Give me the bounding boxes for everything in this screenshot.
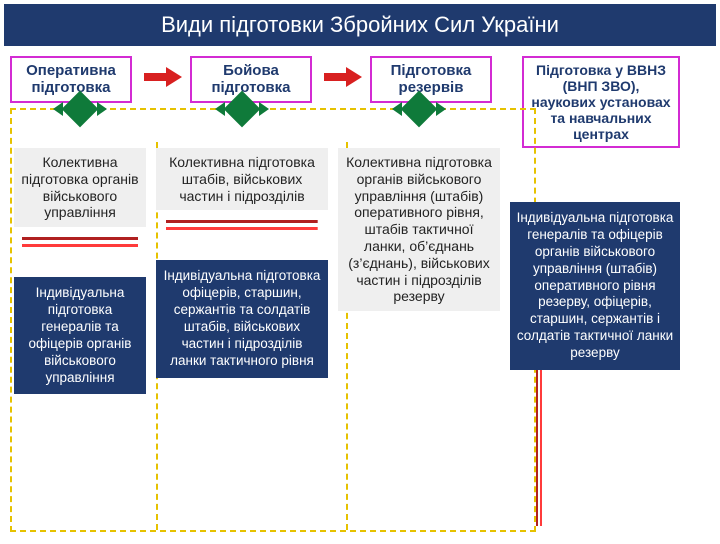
page-title: Види підготовки Збройних Сил України — [4, 4, 716, 46]
col3-collective: Колективна підготовка органів військовог… — [338, 148, 500, 311]
top-box-reserves: Підготовка резервів — [370, 56, 492, 103]
diamond-connector — [338, 108, 500, 148]
top-box-operational: Оперативна підготовка — [10, 56, 132, 103]
red-divider — [22, 237, 138, 247]
col1-individual: Індивідуальна підготовка генералів та оф… — [14, 277, 146, 394]
column-institutions: Індивідуальна підготовка генералів та оф… — [510, 108, 680, 536]
col2-individual: Індивідуальна підготовка офіцерів, старш… — [156, 260, 328, 377]
columns: Колективна підготовка органів військовог… — [10, 104, 710, 536]
column-combat: Колективна підготовка штабів, військових… — [156, 108, 328, 536]
arrow-right-icon — [140, 66, 182, 88]
column-reserves: Колективна підготовка органів військовог… — [338, 108, 500, 536]
diamond-connector — [156, 108, 328, 148]
column-operational: Колективна підготовка органів військовог… — [14, 108, 146, 536]
col1-collective: Колективна підготовка органів військовог… — [14, 148, 146, 227]
col4-individual: Індивідуальна підготовка генералів та оф… — [510, 202, 680, 370]
diamond-connector — [14, 108, 146, 148]
col2-collective: Колективна підготовка штабів, військових… — [156, 148, 328, 210]
red-divider — [166, 220, 317, 230]
arrow-right-icon — [320, 66, 362, 88]
top-box-combat: Бойова підготовка — [190, 56, 312, 103]
